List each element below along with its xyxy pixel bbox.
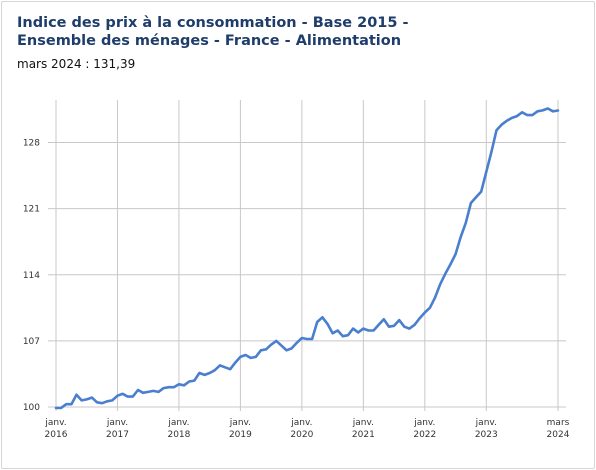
x-tick-label: 2020 [290, 430, 313, 440]
x-tick-label: janv. [352, 418, 374, 428]
x-tick-label: janv. [167, 418, 189, 428]
x-tick-label: mars [547, 418, 570, 428]
x-tick-label: 2024 [547, 430, 570, 440]
x-tick-label: 2021 [352, 430, 375, 440]
chart-subtitle: mars 2024 : 131,39 [17, 57, 136, 71]
x-tick-label: janv. [106, 418, 128, 428]
y-tick-label: 100 [23, 403, 40, 413]
x-tick-label: 2023 [475, 430, 498, 440]
x-tick-label: 2016 [45, 430, 68, 440]
series-line [54, 107, 560, 410]
y-tick-label: 114 [23, 271, 40, 281]
x-tick-label: janv. [413, 418, 435, 428]
y-tick-label: 128 [23, 139, 40, 149]
y-tick-label: 107 [23, 337, 40, 347]
chart-title: Indice des prix à la consommation - Base… [17, 15, 409, 49]
x-tick-label: janv. [44, 418, 66, 428]
x-tick-label: janv. [229, 418, 251, 428]
x-tick-label: 2019 [229, 430, 252, 440]
x-tick-label: 2018 [167, 430, 190, 440]
x-tick-label: janv. [290, 418, 312, 428]
x-tick-label: janv. [475, 418, 497, 428]
y-tick-label: 121 [23, 205, 40, 215]
x-tick-label: 2017 [106, 430, 129, 440]
x-tick-label: 2022 [413, 430, 436, 440]
